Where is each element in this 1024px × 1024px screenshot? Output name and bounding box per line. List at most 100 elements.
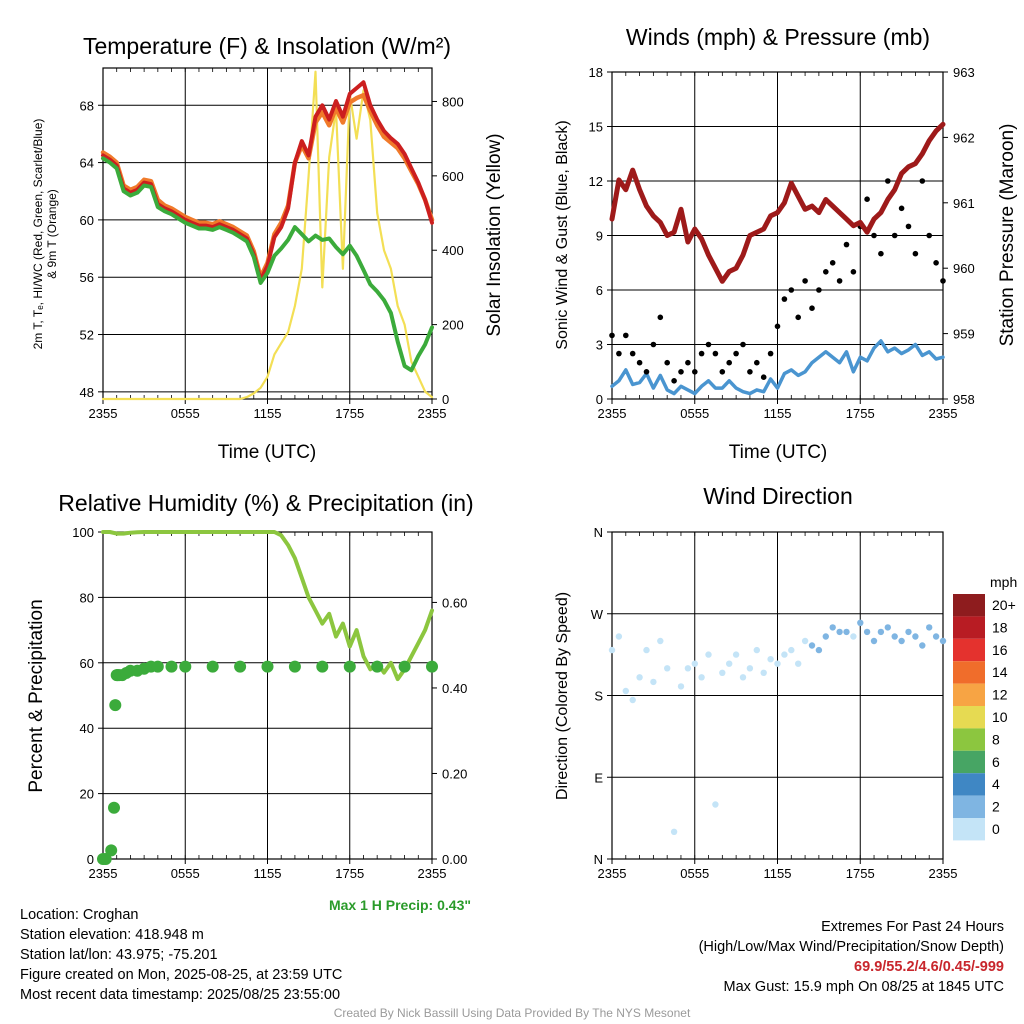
gust-point bbox=[926, 232, 932, 239]
gust-point bbox=[774, 323, 781, 330]
gust-point bbox=[940, 278, 946, 284]
winds-ytick-label: 0 bbox=[596, 392, 603, 407]
precip-point bbox=[398, 660, 411, 673]
winds-y2tick-label: 962 bbox=[953, 130, 975, 145]
precip-point bbox=[99, 853, 112, 865]
direction-xtick-label: 2355 bbox=[598, 866, 627, 881]
direction-point bbox=[767, 656, 774, 663]
direction-point bbox=[857, 619, 864, 626]
legend-swatch bbox=[953, 638, 985, 662]
legend-label: 6 bbox=[992, 754, 1000, 770]
direction-point bbox=[760, 669, 767, 676]
legend-label: 0 bbox=[992, 821, 1000, 837]
gust-point bbox=[712, 350, 719, 357]
gust-point bbox=[616, 350, 622, 357]
winds-ytick-label: 9 bbox=[596, 229, 603, 244]
gust-point bbox=[878, 250, 884, 257]
gust-point bbox=[671, 378, 677, 384]
gust-point bbox=[692, 369, 698, 375]
direction-point bbox=[732, 651, 740, 658]
direction-point bbox=[636, 674, 643, 681]
winds-frame bbox=[611, 71, 944, 400]
humidity-y2tick-label: 0.40 bbox=[442, 681, 467, 696]
direction-point bbox=[650, 678, 657, 686]
legend-label: 10 bbox=[992, 709, 1008, 725]
winds-ytick-label: 6 bbox=[596, 283, 603, 298]
gust-point bbox=[891, 232, 898, 239]
gust-point bbox=[623, 332, 629, 339]
gust-point bbox=[705, 341, 712, 348]
legend-swatch bbox=[953, 616, 985, 639]
max-gust: Max Gust: 15.9 mph On 08/25 at 1845 UTC bbox=[723, 979, 1004, 995]
gust-point bbox=[933, 260, 939, 266]
precip-point bbox=[108, 801, 120, 814]
humidity-y2tick-label: 0.00 bbox=[442, 852, 467, 867]
direction-point bbox=[739, 674, 747, 681]
gust-point bbox=[767, 350, 774, 357]
gust-point bbox=[636, 359, 643, 366]
dewpoint-line bbox=[101, 156, 434, 373]
direction-ylabel-left: Direction (Colored By Speed) bbox=[554, 592, 571, 800]
gust-point bbox=[629, 350, 636, 357]
precip-point bbox=[316, 660, 329, 673]
gust-point bbox=[747, 369, 753, 375]
direction-point bbox=[781, 651, 788, 658]
temperature-ytick-label: 64 bbox=[80, 156, 94, 171]
direction-frame bbox=[611, 531, 944, 860]
direction-point bbox=[877, 628, 885, 636]
temperature-frame bbox=[102, 67, 433, 400]
wind-speed-line bbox=[610, 339, 945, 396]
gust-point bbox=[657, 314, 664, 321]
direction-ytick-label: E bbox=[594, 770, 603, 785]
credit-line: Created By Nick Bassill Using Data Provi… bbox=[333, 1006, 691, 1020]
legend-label: 16 bbox=[992, 642, 1008, 658]
winds-xtick-label: 2355 bbox=[598, 406, 627, 421]
temperature-ytick-label: 60 bbox=[80, 213, 94, 228]
precip-annotation: Max 1 H Precip: 0.43" bbox=[329, 897, 471, 913]
gust-point bbox=[864, 196, 870, 202]
direction-point bbox=[670, 828, 678, 835]
humidity-xtick-label: 0555 bbox=[171, 866, 200, 881]
precip-point bbox=[109, 699, 122, 712]
direction-ytick-label: S bbox=[594, 689, 603, 704]
humidity-ytick-label: 20 bbox=[80, 787, 94, 802]
humidity-title: Relative Humidity (%) & Precipitation (i… bbox=[58, 490, 473, 516]
humidity-xtick-label: 2355 bbox=[418, 866, 447, 881]
gust-point bbox=[733, 350, 739, 357]
legend-swatch bbox=[953, 661, 985, 684]
station-info: Location: Croghan Station elevation: 418… bbox=[20, 905, 342, 1005]
humidity-xtick-label: 1155 bbox=[254, 866, 282, 881]
temperature-xtick-label: 1155 bbox=[254, 406, 282, 421]
precip-point bbox=[105, 844, 118, 857]
gust-point bbox=[726, 359, 732, 366]
precip-point bbox=[371, 660, 384, 673]
gust-point bbox=[754, 359, 760, 366]
legend-swatch bbox=[953, 728, 985, 751]
gust-point bbox=[802, 278, 808, 284]
gust-point bbox=[905, 223, 912, 230]
winds-y2tick-label: 961 bbox=[953, 196, 975, 211]
gust-point bbox=[843, 241, 850, 248]
speed-legend: 20+ 18 16 14 12 10 8 6 4 2 0 bbox=[953, 594, 1016, 841]
recent-data: Most recent data timestamp: 2025/08/25 2… bbox=[20, 987, 341, 1003]
winds-y2tick-label: 958 bbox=[953, 392, 975, 407]
direction-point bbox=[705, 651, 712, 658]
direction-point bbox=[664, 665, 671, 672]
gust-point bbox=[760, 374, 767, 381]
gust-point bbox=[719, 369, 726, 375]
precip-point bbox=[343, 660, 356, 673]
temperature-ylabel-right: Solar Insolation (Yellow) bbox=[484, 133, 505, 336]
temperature-ytick-label: 52 bbox=[80, 328, 94, 343]
temperature-ytick-label: 56 bbox=[80, 270, 94, 285]
direction-point bbox=[926, 624, 933, 631]
legend-swatch bbox=[953, 706, 985, 729]
gust-point bbox=[850, 269, 857, 275]
gust-point bbox=[809, 305, 815, 312]
precip-point bbox=[206, 660, 219, 673]
temperature-ytick-label: 68 bbox=[80, 98, 94, 113]
direction-point bbox=[615, 633, 623, 640]
temperature-y2tick-label: 200 bbox=[442, 318, 464, 333]
temperature-title: Temperature (F) & Insolation (W/m²) bbox=[83, 33, 451, 59]
extremes-info: Extremes For Past 24 Hours (High/Low/Max… bbox=[699, 917, 1004, 997]
